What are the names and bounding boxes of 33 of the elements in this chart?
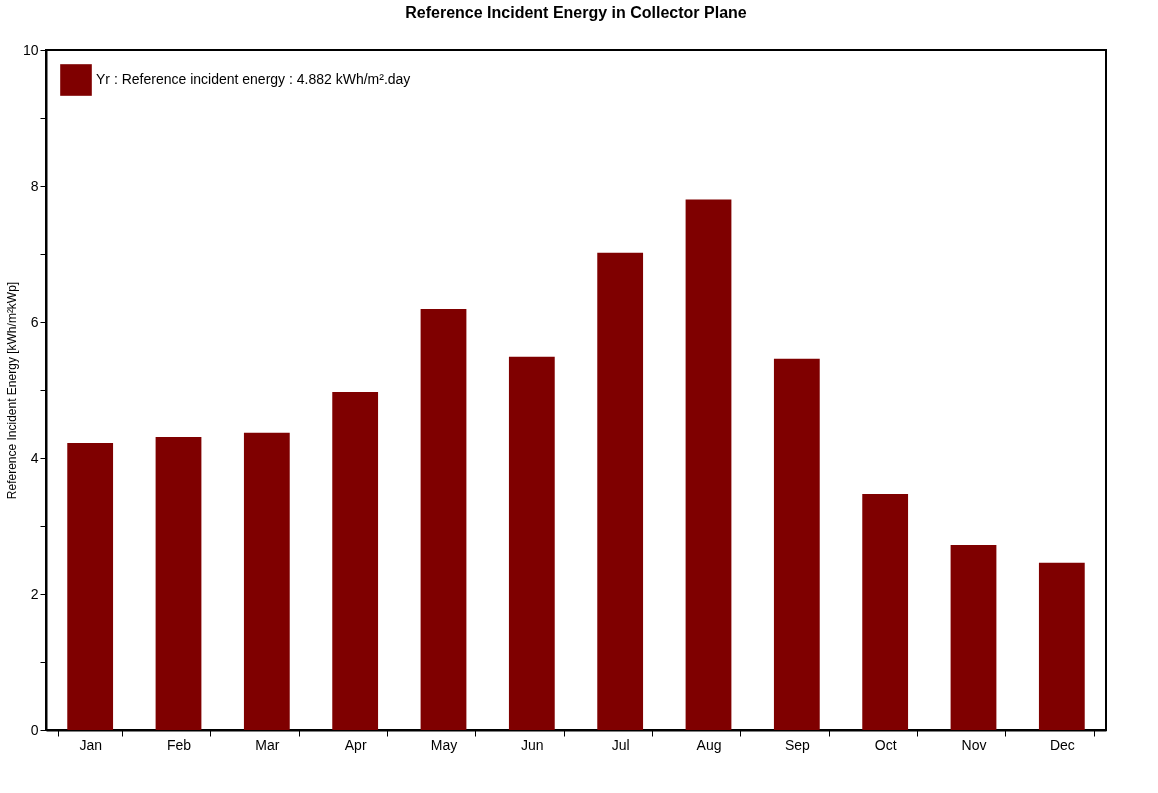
bar	[597, 252, 644, 730]
bar	[862, 494, 909, 730]
bar	[685, 199, 732, 730]
bar	[420, 309, 467, 730]
x-tick-label: May	[430, 736, 458, 753]
bar	[243, 432, 290, 730]
bar	[773, 358, 820, 730]
y-tick-label: 4	[30, 449, 39, 466]
bar	[332, 392, 379, 730]
bar	[155, 436, 202, 730]
y-tick-label: 2	[30, 585, 39, 602]
x-tick-label: Jun	[521, 736, 544, 753]
x-tick-label: Nov	[961, 736, 987, 753]
x-tick-label: Dec	[1049, 736, 1075, 753]
y-tick-label: 0	[30, 721, 39, 738]
x-tick-label: Oct	[874, 736, 897, 753]
y-tick-label: 6	[30, 313, 39, 330]
bar	[508, 356, 555, 730]
bar	[1038, 562, 1085, 730]
y-tick-label: 8	[30, 177, 39, 194]
y-tick-label: 10	[22, 41, 39, 58]
x-tick-label: Feb	[166, 736, 192, 753]
x-tick-label: Sep	[784, 736, 810, 753]
bar	[950, 545, 997, 730]
bar	[67, 443, 114, 730]
x-tick-label: Mar	[255, 736, 280, 753]
chart-title: Reference Incident Energy in Collector Plane	[405, 4, 747, 21]
x-tick-label: Jul	[611, 736, 630, 753]
legend-label: Yr : Reference incident energy : 4.882 kWh/m².day	[96, 71, 411, 87]
x-tick-label: Aug	[696, 736, 722, 753]
x-tick-label: Jan	[79, 736, 102, 753]
y-axis-title: Reference Incident Energy [kWh/m²kWp]	[4, 281, 19, 500]
x-tick-label: Apr	[344, 736, 367, 753]
